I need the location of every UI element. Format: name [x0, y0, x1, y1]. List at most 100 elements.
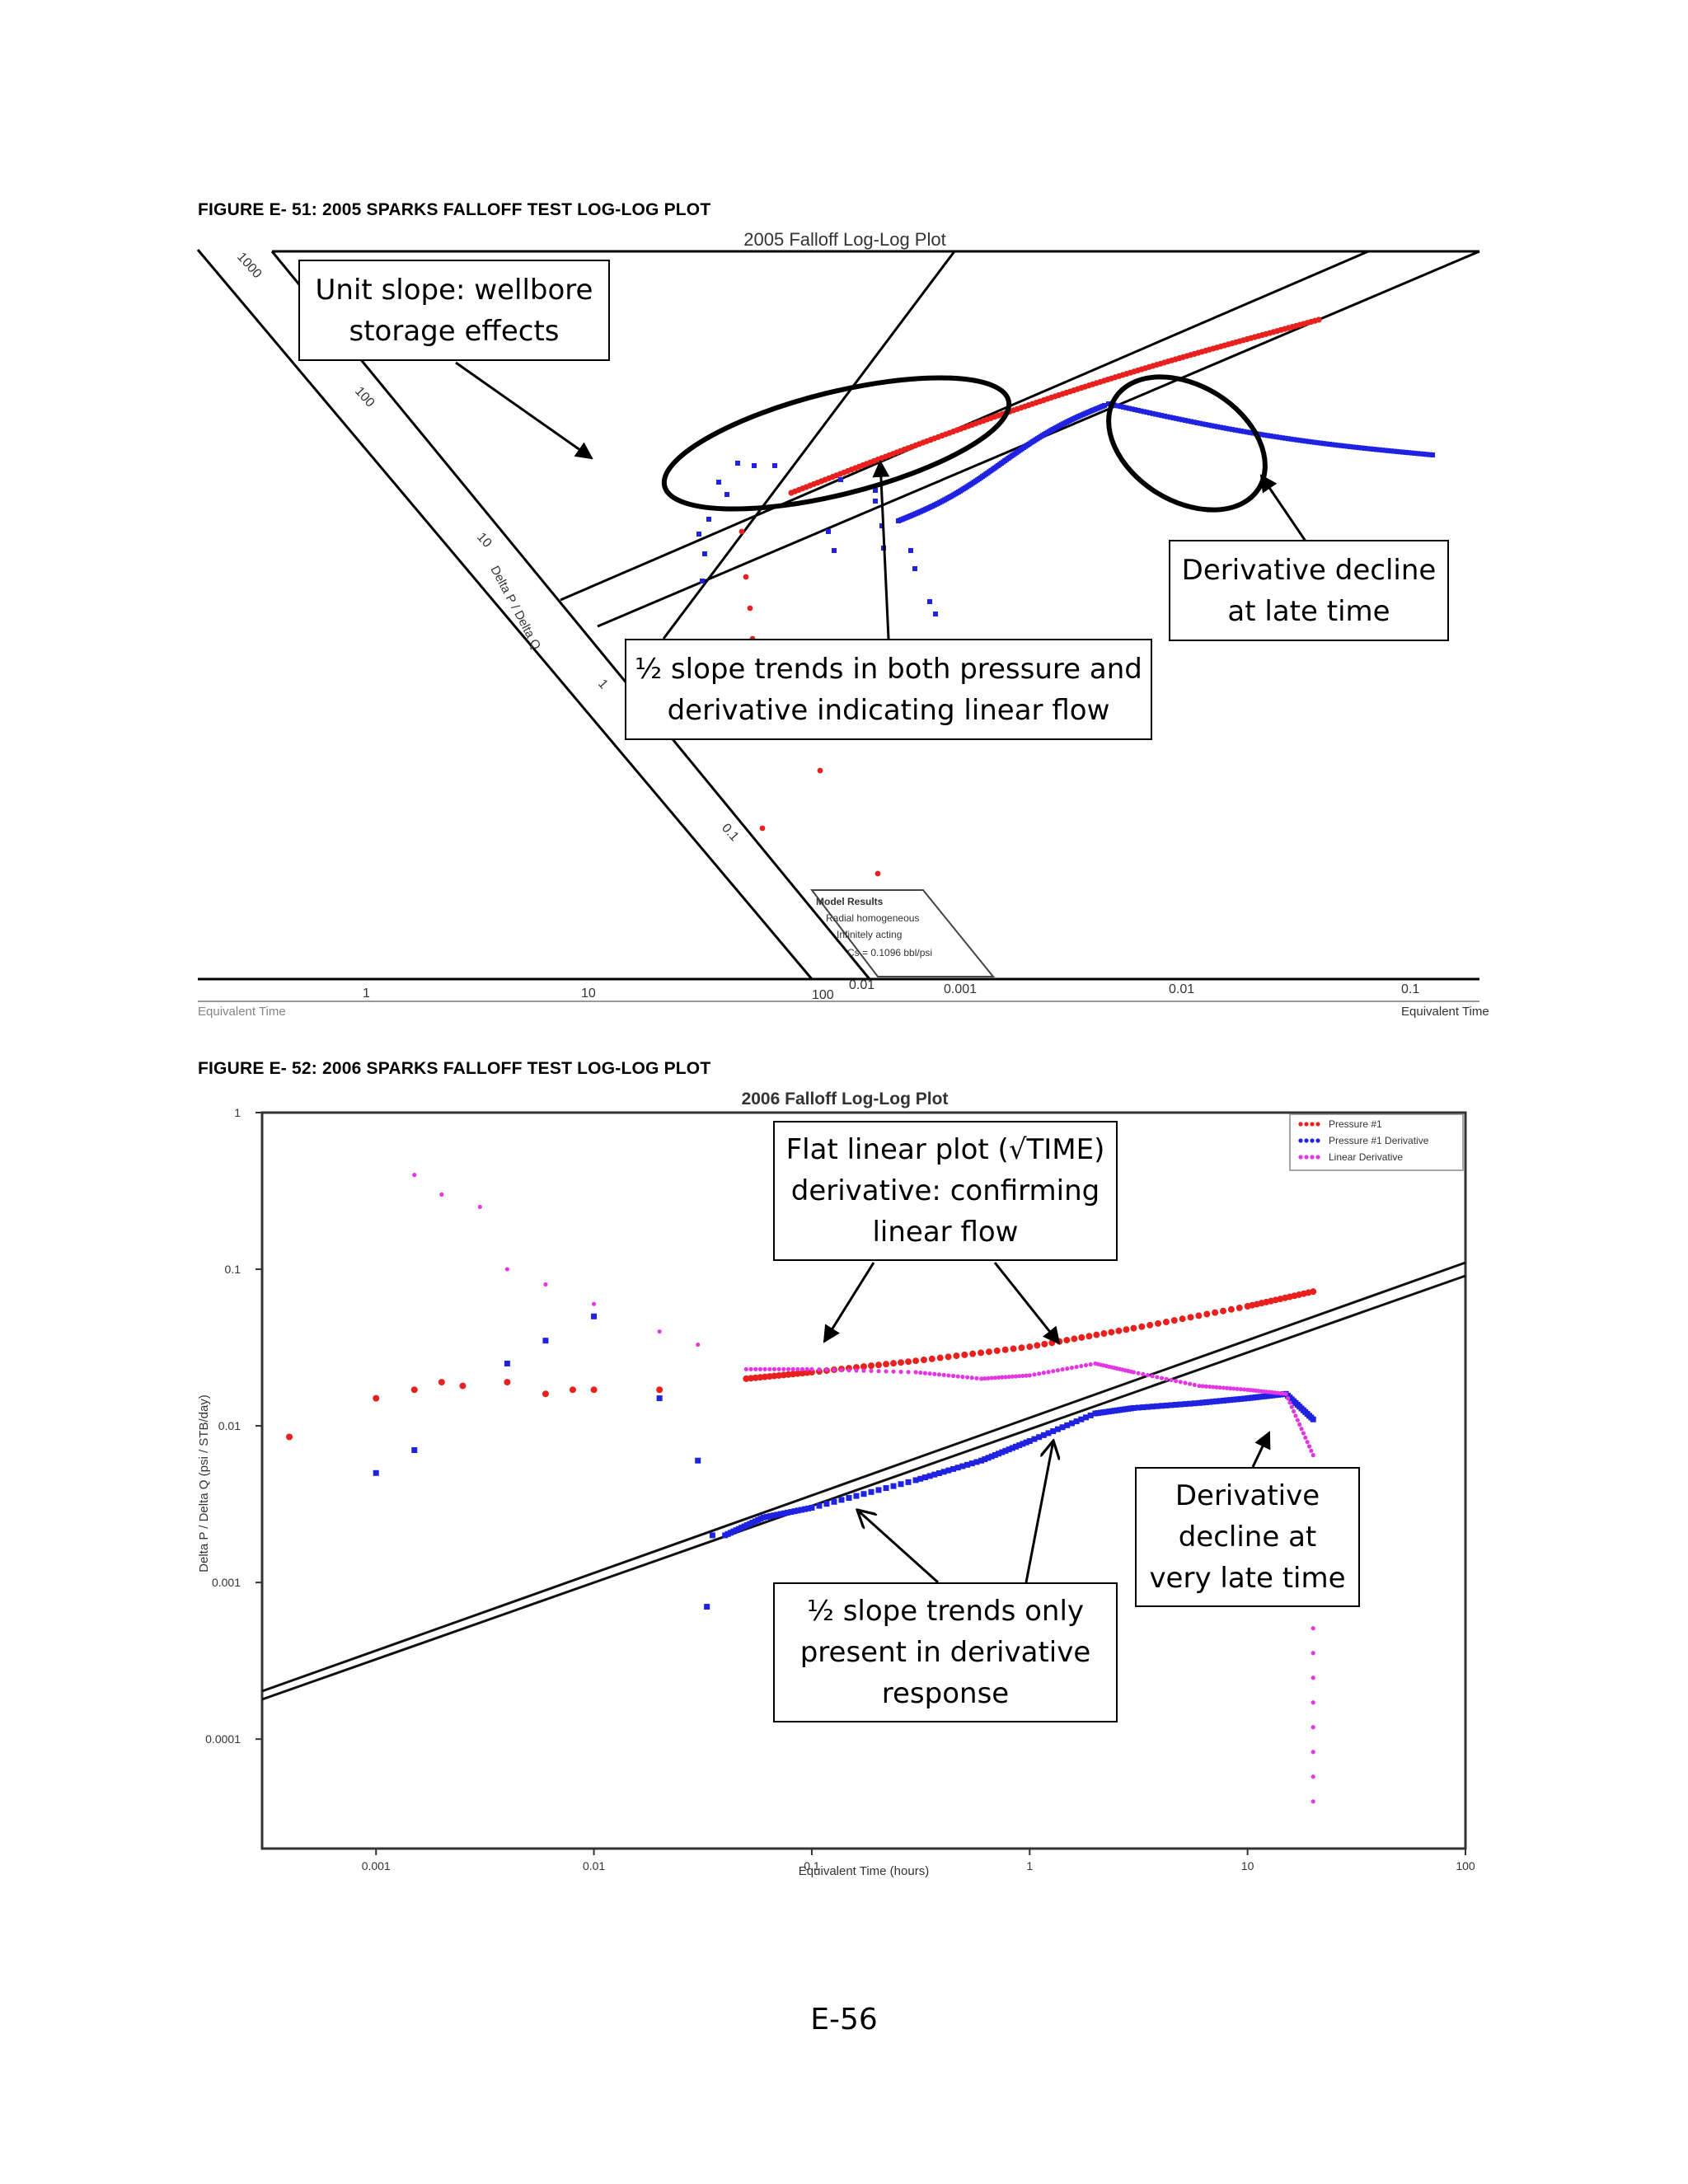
fig51-derivative-point — [838, 477, 843, 482]
fig51-callout-derivative-decline: Derivative decline at late time — [1169, 540, 1449, 641]
fig51-derivative-point — [1306, 438, 1311, 444]
fig51-derivative-point — [926, 504, 932, 510]
fig52-pressure-point — [1249, 1301, 1256, 1309]
fig51-ytick: 0.1 — [719, 821, 742, 844]
fig52-derivative-point — [1278, 1391, 1284, 1398]
fig52-derivative-point — [1154, 1403, 1160, 1409]
fig51-derivative-point — [1014, 449, 1020, 455]
fig52-linear-deriv-point — [936, 1372, 942, 1377]
fig51-pressure-point — [852, 465, 859, 471]
fig51-pressure-point — [1014, 405, 1020, 412]
fig52-linear-deriv-point — [1192, 1382, 1197, 1387]
fig51-unit-slope-line — [662, 251, 956, 640]
fig51-pressure-point — [759, 825, 766, 832]
fig52-derivative-point — [1078, 1416, 1085, 1422]
fig51-pressure-point — [1097, 378, 1104, 386]
fig52-linear-deriv-point — [884, 1369, 889, 1374]
fig52-linear-deriv-point — [1261, 1389, 1267, 1394]
fig51-derivative-point — [1023, 443, 1029, 449]
fig52-derivative-point — [823, 1501, 830, 1507]
fig51-pressure-point — [817, 767, 823, 774]
fig51-derivative-point — [1057, 423, 1062, 429]
fig52-derivative-point — [1173, 1401, 1179, 1408]
fig51-derivative-point — [1367, 446, 1373, 452]
fig51-pressure-point — [1104, 376, 1111, 383]
fig52-pressure-point — [776, 1371, 783, 1379]
fig51-derivative-point — [899, 517, 905, 523]
fig51-pressure-point — [841, 469, 847, 476]
fig52-linear-deriv-point — [1311, 1774, 1315, 1779]
fig51-derivative-point — [1194, 419, 1200, 425]
fig51-derivative-point — [1403, 449, 1409, 455]
fig51-pressure-point — [1116, 373, 1123, 379]
fig52-arrow-flat-1 — [823, 1262, 875, 1343]
fig51-results-box: Model Results Radial homogeneous Infinit… — [809, 889, 996, 977]
fig52-legend-marker — [1310, 1122, 1315, 1127]
fig52-derivative-point — [1291, 1398, 1297, 1404]
fig51-derivative-point — [1365, 446, 1371, 452]
fig51-pressure-point — [1244, 335, 1250, 343]
fig51-derivative-point — [990, 466, 996, 472]
fig51-pressure-point — [867, 459, 874, 466]
fig52-derivative-point — [1073, 1418, 1080, 1425]
fig52-derivative-point — [1050, 1428, 1057, 1435]
fig52-callout-very-late: Derivative decline at very late time — [1135, 1467, 1360, 1607]
fig51-derivative-point — [1029, 439, 1035, 445]
fig52-ytick-label: 0.1 — [225, 1263, 241, 1276]
fig52-pressure-point — [860, 1363, 867, 1371]
fig52-linear-deriv-point — [913, 1370, 918, 1375]
fig51-pressure-point — [1248, 335, 1254, 341]
fig52-linear-deriv-point — [986, 1376, 991, 1380]
fig51-derivative-point — [1127, 405, 1132, 411]
fig52-linear-deriv-point — [1178, 1380, 1183, 1385]
fig52-linear-deriv-point — [776, 1366, 781, 1371]
fig51-arrow-unit-slope — [455, 361, 593, 460]
fig51-pressure-point — [1191, 350, 1198, 358]
fig52-derivative-point — [730, 1528, 737, 1535]
fig52-derivative-point — [1105, 1408, 1112, 1415]
fig51-pressure-point — [1206, 346, 1213, 353]
fig51-derivative-point — [995, 462, 1001, 468]
fig51-derivative-point — [1259, 432, 1264, 438]
fig52-linear-deriv-point — [1126, 1368, 1131, 1374]
fig52-pressure-point — [1146, 1321, 1154, 1329]
fig52-pressure-point — [1056, 1338, 1063, 1345]
fig51-pressure-point — [1067, 388, 1073, 395]
fig51-derivative-point — [1123, 405, 1129, 410]
fig51-derivative-point — [1335, 443, 1341, 448]
fig52-pressure-point — [790, 1371, 797, 1378]
fig51-derivative-point — [873, 488, 878, 493]
fig52-pressure-point — [905, 1358, 912, 1366]
fig51-derivative-point — [1045, 429, 1051, 435]
fig52-linear-deriv-point — [1128, 1369, 1133, 1374]
fig51-derivative-point — [1388, 448, 1394, 454]
fig52-pressure-point — [752, 1374, 759, 1381]
fig52-linear-deriv-point — [1267, 1390, 1272, 1394]
fig51-derivative-point — [1359, 445, 1365, 451]
fig52-pressure-point — [757, 1374, 764, 1381]
fig51-pressure-point — [1085, 382, 1092, 389]
fig51-pressure-point — [882, 453, 889, 460]
fig52-pressure-point — [1041, 1340, 1048, 1347]
fig51-pressure-point — [1029, 401, 1036, 407]
fig52-derivative-point — [1135, 1404, 1142, 1411]
fig52-linear-deriv-point — [781, 1366, 786, 1371]
fig51-derivative-point — [1371, 447, 1376, 452]
fig52-pressure-point — [785, 1371, 792, 1378]
fig51-derivative-point — [955, 489, 961, 494]
fig51-derivative-point — [963, 485, 968, 490]
fig52-derivative-point — [1288, 1396, 1295, 1403]
fig52-derivative-point — [831, 1498, 837, 1505]
fig52-linear-deriv-point — [1183, 1380, 1188, 1385]
fig51-pressure-point — [1037, 398, 1043, 405]
fig52-linear-deriv-point — [809, 1366, 814, 1371]
fig52-pressure-point — [1115, 1327, 1123, 1334]
fig52-pressure-point — [1195, 1312, 1203, 1319]
fig51-pressure-point — [916, 441, 923, 448]
fig52-derivative-point — [1023, 1439, 1029, 1446]
fig52-linear-deriv-point — [1017, 1374, 1022, 1379]
fig51-derivative-point — [927, 599, 932, 604]
fig52-arrow-half-1 — [857, 1510, 940, 1584]
fig51-derivative-point — [735, 461, 740, 466]
fig51-derivative-point — [1138, 408, 1144, 414]
